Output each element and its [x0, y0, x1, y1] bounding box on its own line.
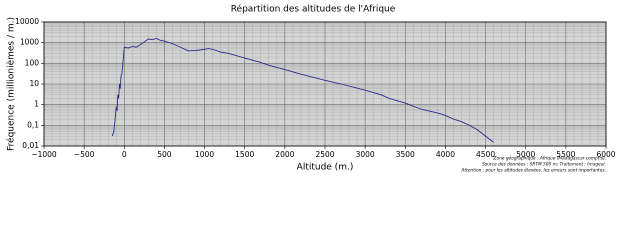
page: {"chart_data": { "type": "line", "title"… — [5, 3, 616, 174]
note: Source des données : SRTM 500 m; Traitem… — [482, 161, 606, 168]
data-line — [111, 37, 494, 143]
labels: −1000 −500 0 500 1000 1500 2000 2500 3000 3500 400… — [15, 17, 616, 174]
series — [111, 37, 494, 143]
x-axis-label: Altitude (m.) — [297, 163, 354, 173]
y-tick-label: 10 — [29, 79, 39, 88]
x-tick-label: 1500 — [235, 150, 254, 159]
note: Attention : pour les altitudes élevées, … — [460, 167, 606, 174]
chart-title: Répartition des altitudes de l'Afrique — [231, 4, 396, 15]
y-tick-label: 10000 — [15, 17, 39, 26]
x-tick-label: −500 — [74, 150, 95, 159]
x-tick-label: 3000 — [356, 150, 375, 159]
x-tick-label: 2000 — [275, 150, 294, 159]
x-tick-label: 5500 — [556, 150, 575, 159]
y-axis-label: Fréquence (millionièmes / m.) — [6, 17, 17, 151]
chart: Répartition des altitudes de l'Afrique A… — [6, 4, 616, 174]
x-tick-label: 3500 — [396, 150, 415, 159]
x-tick-label: −1000 — [31, 150, 57, 159]
y-tick-label: 1 — [34, 100, 39, 109]
x-tick-label: 500 — [157, 150, 172, 159]
x-tick-label: 4000 — [436, 150, 455, 159]
note: Zone géographique : Afrique (Madagascar … — [493, 155, 606, 162]
x-tick-label: 0 — [122, 150, 127, 159]
y-tick-label: 0,1 — [27, 120, 39, 129]
y-tick-label: 100 — [25, 58, 40, 67]
grid — [43, 21, 607, 147]
x-tick-label: 5000 — [516, 150, 535, 159]
x-tick-label: 4500 — [476, 150, 495, 159]
x-tick-label: 6000 — [596, 150, 615, 159]
x-tick-label: 2500 — [315, 150, 334, 159]
y-tick-label: 1000 — [20, 38, 39, 47]
y-tick-label: 0,01 — [22, 141, 39, 150]
x-tick-label: 1000 — [195, 150, 214, 159]
